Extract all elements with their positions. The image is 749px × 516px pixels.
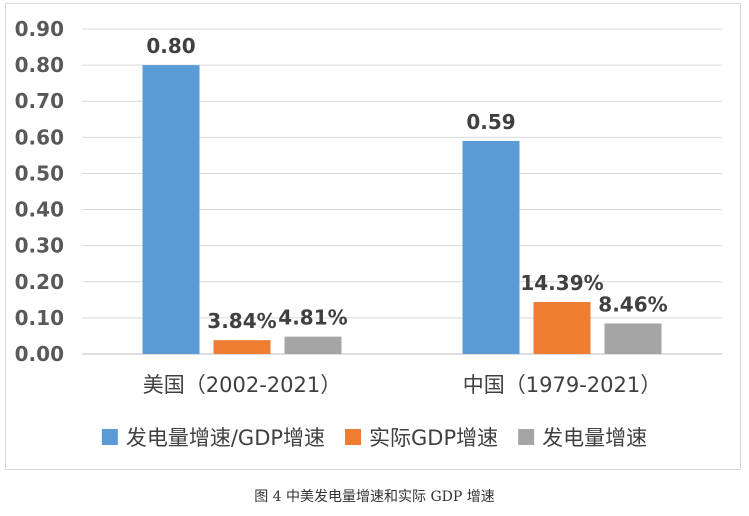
legend-entry: 发电量增速/GDP增速 — [126, 426, 325, 450]
y-tick-label: 0.20 — [15, 270, 64, 294]
bar — [284, 336, 342, 354]
legend-entry: 实际GDP增速 — [369, 426, 498, 450]
legend-entry: 发电量增速 — [542, 426, 647, 450]
y-tick-label: 0.80 — [15, 53, 64, 77]
y-tick-label: 0.60 — [15, 125, 64, 149]
y-tick-label: 0.90 — [15, 17, 64, 41]
y-tick-label: 0.30 — [15, 234, 64, 258]
x-category-label: 美国（2002-2021） — [143, 373, 341, 397]
bar-data-label: 3.84% — [207, 309, 276, 333]
bar — [533, 302, 591, 354]
legend-swatch — [518, 429, 535, 445]
y-tick-label: 0.00 — [15, 342, 64, 366]
bar-data-label: 0.59 — [466, 110, 515, 134]
y-tick-label: 0.70 — [15, 89, 64, 113]
bar — [462, 140, 520, 354]
bar-data-label: 8.46% — [598, 292, 667, 316]
x-category-label: 中国（1979-2021） — [463, 373, 661, 397]
chart-frame — [5, 3, 741, 470]
bar-chart: 0.00 0.10 0.20 0.30 0.40 0.50 0.60 0.70 0.80 0.90… — [15, 17, 722, 450]
bar — [142, 65, 200, 354]
y-tick-label: 0.40 — [15, 198, 64, 222]
bar-data-label: 4.81% — [278, 306, 347, 330]
y-tick-label: 0.10 — [15, 306, 64, 330]
legend-swatch — [345, 429, 362, 445]
bar — [213, 340, 271, 354]
y-tick-label: 0.50 — [15, 161, 64, 185]
legend-swatch — [101, 429, 118, 445]
bar-data-label: 14.39% — [520, 271, 603, 295]
bar — [604, 323, 662, 354]
figure-caption: 图 4 中美发电量增速和实际 GDP 增速 — [254, 489, 495, 505]
bar-data-label: 0.80 — [146, 34, 195, 58]
